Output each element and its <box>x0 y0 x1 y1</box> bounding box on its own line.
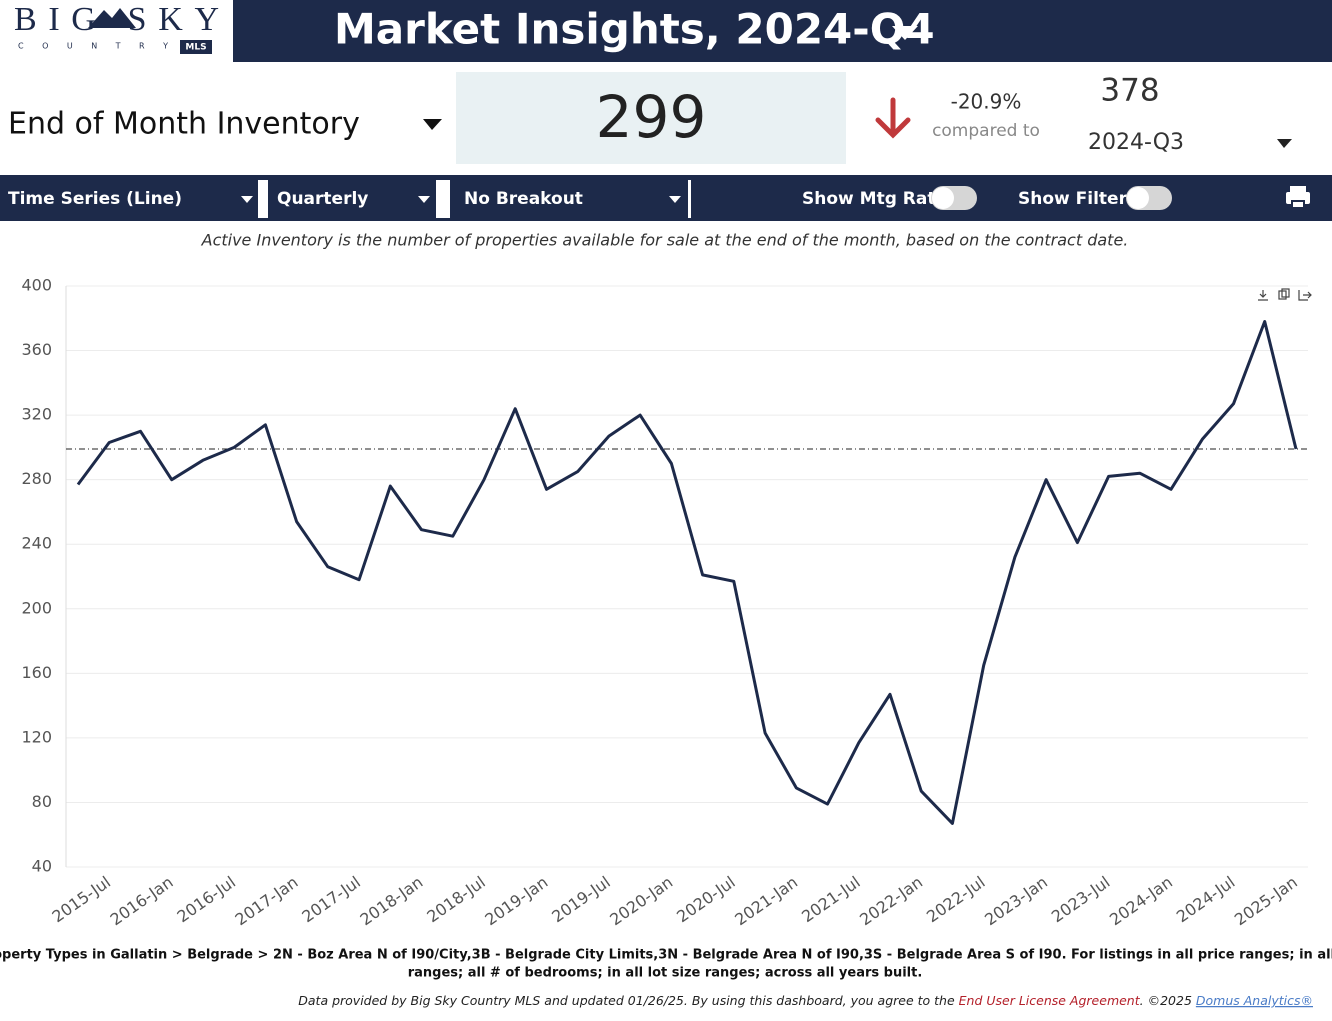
chart-type-select[interactable]: Time Series (Line) <box>8 189 182 209</box>
copyright: . ©2025 <box>1140 993 1196 1008</box>
metric-dropdown[interactable] <box>423 119 442 130</box>
toolbar <box>0 175 1332 221</box>
y-tick-label: 400 <box>21 276 52 295</box>
compare-dropdown[interactable] <box>1277 139 1292 148</box>
header-bar <box>233 0 1332 62</box>
x-tick-label: 2022-Jan <box>856 872 926 929</box>
x-tick-label: 2023-Jul <box>1048 872 1114 926</box>
x-tick-label: 2023-Jan <box>981 872 1051 929</box>
x-tick-label: 2020-Jul <box>673 872 739 926</box>
criteria-line: ranges; all # of bedrooms; in all lot si… <box>408 966 923 981</box>
y-tick-label: 80 <box>32 792 52 811</box>
metric-name: End of Month Inventory <box>8 107 360 142</box>
x-tick-label: 2017-Jan <box>232 872 302 929</box>
x-tick-label: 2018-Jul <box>423 872 489 926</box>
y-tick-label: 240 <box>21 534 52 553</box>
x-tick-label: 2021-Jul <box>798 872 864 926</box>
logo-mountain <box>88 8 136 28</box>
plot: 40801201602002402803203604002015-Jul2016… <box>21 276 1308 929</box>
down-arrow <box>875 97 911 139</box>
previous-value: 378 <box>1100 73 1159 109</box>
vendor-link[interactable]: Domus Analytics® <box>1196 993 1313 1008</box>
breakout-select[interactable]: No Breakout <box>464 189 583 209</box>
x-tick-label: 2024-Jan <box>1106 872 1176 929</box>
y-tick-label: 200 <box>21 598 52 617</box>
y-tick-label: 160 <box>21 663 52 682</box>
y-tick-label: 40 <box>32 857 52 876</box>
toolbar-divider <box>258 180 268 218</box>
x-tick-label: 2015-Jul <box>49 872 115 926</box>
x-tick-label: 2021-Jan <box>731 872 801 929</box>
interval-select[interactable]: Quarterly <box>277 189 368 209</box>
toggle-knob <box>932 187 954 209</box>
x-tick-label: 2022-Jul <box>923 872 989 926</box>
chart-tools[interactable] <box>1258 288 1312 301</box>
x-tick-label: 2017-Jul <box>298 872 364 926</box>
toolbar-divider <box>436 180 450 218</box>
toolbar-divider <box>688 180 691 218</box>
criteria-line: Multiple Property Types in Gallatin > Be… <box>0 948 1332 963</box>
x-tick-label: 2024-Jul <box>1173 872 1239 926</box>
x-tick-label: 2016-Jul <box>174 872 240 926</box>
toggle-knob <box>1127 187 1149 209</box>
x-tick-label: 2018-Jan <box>356 872 426 929</box>
series-line <box>76 320 1298 825</box>
filters-label: Show Filters: <box>1018 189 1144 209</box>
logo-badge-bg <box>180 40 212 54</box>
credit-text: Data provided by Big Sky Country MLS and… <box>298 993 958 1008</box>
y-tick-label: 120 <box>21 727 52 746</box>
mtg-rate-label: Show Mtg Rate: <box>802 189 954 209</box>
previous-period: 2024-Q3 <box>1088 130 1184 155</box>
print-button[interactable] <box>1286 186 1310 209</box>
x-tick-label: 2016-Jan <box>107 872 177 929</box>
description: Active Inventory is the number of proper… <box>201 231 1129 250</box>
kpi-value: 299 <box>596 83 707 151</box>
license-link[interactable]: End User License Agreement <box>959 993 1141 1008</box>
kpi-box <box>456 72 846 164</box>
credit: Data provided by Big Sky Country MLS and… <box>298 993 1313 1008</box>
x-tick-label: 2019-Jul <box>548 872 614 926</box>
period-dropdown[interactable] <box>892 26 918 40</box>
y-tick-label: 360 <box>21 340 52 359</box>
logo-badge: MLS <box>185 43 206 53</box>
x-tick-label: 2020-Jan <box>606 872 676 929</box>
kpi-change: -20.9% <box>951 90 1022 114</box>
logo-sub: C O U N T R Y <box>18 42 168 51</box>
logo: BIG SKY C O U N T R Y MLS <box>14 1 219 54</box>
y-tick-label: 280 <box>21 469 52 488</box>
compared-label: compared to <box>932 121 1040 141</box>
y-tick-label: 320 <box>21 405 52 424</box>
page-title: Market Insights, 2024-Q4 <box>334 5 935 54</box>
x-tick-label: 2025-Jan <box>1231 872 1301 929</box>
x-tick-label: 2019-Jan <box>481 872 551 929</box>
